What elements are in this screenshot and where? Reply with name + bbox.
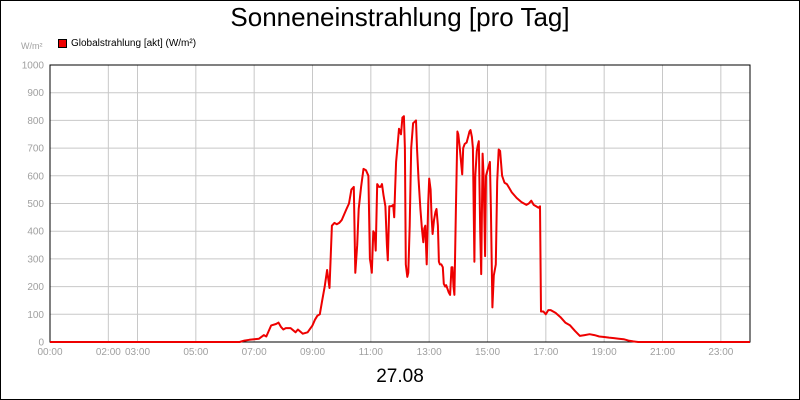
y-tick-label: 200 xyxy=(27,282,44,293)
y-tick-label: 800 xyxy=(27,116,44,127)
x-tick-label: 09:00 xyxy=(300,347,325,358)
y-tick-label: 400 xyxy=(27,227,44,238)
legend-label: Globalstrahlung [akt] (W/m²) xyxy=(71,38,197,49)
x-tick-label: 11:00 xyxy=(359,347,384,358)
x-tick-label: 15:00 xyxy=(475,347,500,358)
x-tick-label: 21:00 xyxy=(650,347,675,358)
y-tick-label: 1000 xyxy=(22,61,45,72)
legend-swatch xyxy=(58,39,67,48)
x-tick-label: 17:00 xyxy=(533,347,558,358)
y-axis: 0 100 200 300 400 500 600 700 800 900 1000 xyxy=(22,61,45,349)
x-tick-label: 19:00 xyxy=(592,347,617,358)
y-tick-label: 300 xyxy=(27,254,44,265)
y-tick-label: 600 xyxy=(27,171,44,182)
x-tick-label: 13:00 xyxy=(417,347,442,358)
series-layer xyxy=(50,115,750,343)
legend: Globalstrahlung [akt] (W/m²) xyxy=(58,38,196,49)
y-tick-label: 100 xyxy=(27,310,44,321)
plot-border xyxy=(49,64,751,343)
x-tick-label: 05:00 xyxy=(183,347,208,358)
x-tick-label: 23:00 xyxy=(708,347,733,358)
x-tick-label: 03:00 xyxy=(125,347,150,358)
y-tick-label: 500 xyxy=(27,199,44,210)
x-axis-label: 27.08 xyxy=(376,366,424,387)
y-tick-label: 0 xyxy=(38,338,44,349)
x-tick-label: 00:00 xyxy=(37,347,62,358)
series-line xyxy=(50,115,750,343)
y-tick-label: 900 xyxy=(27,88,44,99)
grid-lines xyxy=(50,65,750,342)
x-axis: 00:00 02:00 03:00 05:00 07:00 09:00 11:00 13:00… xyxy=(37,347,733,358)
chart-title: Sonneneinstrahlung [pro Tag] xyxy=(230,2,570,32)
x-tick-label: 02:00 xyxy=(96,347,121,358)
y-axis-unit: W/m² xyxy=(21,41,43,51)
x-tick-label: 07:00 xyxy=(242,347,267,358)
y-tick-label: 700 xyxy=(27,144,44,155)
